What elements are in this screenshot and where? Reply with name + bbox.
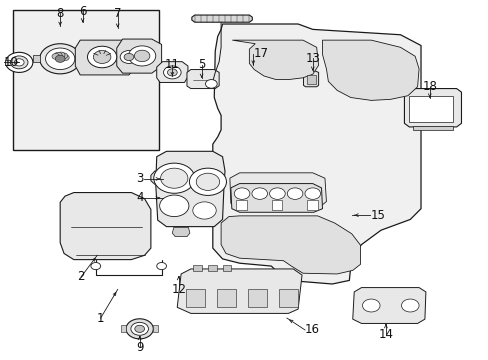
Circle shape — [160, 168, 187, 188]
Text: 10: 10 — [3, 56, 19, 69]
Circle shape — [10, 56, 28, 69]
Circle shape — [192, 202, 216, 219]
Polygon shape — [81, 55, 87, 62]
Polygon shape — [177, 269, 302, 314]
Circle shape — [52, 54, 60, 59]
Circle shape — [131, 322, 148, 335]
Polygon shape — [352, 288, 425, 323]
Circle shape — [205, 80, 217, 88]
FancyBboxPatch shape — [236, 200, 246, 211]
Polygon shape — [151, 171, 179, 184]
Polygon shape — [157, 62, 187, 82]
Circle shape — [401, 299, 418, 312]
Polygon shape — [117, 39, 161, 73]
Circle shape — [251, 188, 267, 199]
Text: 18: 18 — [422, 80, 436, 93]
Circle shape — [55, 55, 65, 62]
Polygon shape — [229, 173, 326, 209]
Polygon shape — [212, 24, 420, 284]
Circle shape — [45, 48, 75, 69]
Circle shape — [134, 50, 150, 62]
FancyBboxPatch shape — [306, 75, 315, 84]
Circle shape — [126, 319, 153, 339]
Text: 8: 8 — [57, 7, 64, 20]
Polygon shape — [412, 126, 452, 130]
Circle shape — [196, 173, 219, 190]
Polygon shape — [161, 191, 182, 202]
Circle shape — [40, 44, 81, 74]
Text: 15: 15 — [369, 209, 385, 222]
Circle shape — [189, 168, 226, 195]
Polygon shape — [153, 325, 158, 332]
Circle shape — [162, 175, 168, 180]
Circle shape — [93, 50, 111, 63]
Text: 17: 17 — [253, 47, 268, 60]
Circle shape — [305, 188, 320, 199]
FancyBboxPatch shape — [222, 265, 231, 271]
FancyBboxPatch shape — [193, 265, 202, 271]
FancyBboxPatch shape — [247, 289, 267, 307]
Polygon shape — [221, 216, 360, 274]
Circle shape — [287, 188, 302, 199]
Circle shape — [154, 163, 194, 193]
Polygon shape — [404, 89, 461, 127]
Circle shape — [60, 53, 67, 59]
Polygon shape — [75, 40, 136, 75]
Polygon shape — [60, 193, 151, 260]
Polygon shape — [191, 15, 252, 22]
Circle shape — [135, 325, 144, 332]
Circle shape — [128, 46, 156, 66]
Circle shape — [362, 299, 379, 312]
Circle shape — [124, 53, 134, 60]
Polygon shape — [121, 325, 126, 332]
Polygon shape — [232, 40, 318, 80]
Polygon shape — [322, 40, 418, 100]
Text: 12: 12 — [171, 283, 186, 296]
Circle shape — [61, 55, 69, 60]
FancyBboxPatch shape — [207, 265, 216, 271]
FancyBboxPatch shape — [216, 289, 236, 307]
Circle shape — [120, 50, 138, 63]
Polygon shape — [156, 151, 224, 226]
Text: 4: 4 — [136, 192, 143, 204]
Circle shape — [234, 188, 249, 199]
Polygon shape — [33, 55, 40, 62]
Text: 13: 13 — [305, 51, 320, 64]
FancyBboxPatch shape — [185, 289, 205, 307]
Circle shape — [159, 195, 188, 217]
Polygon shape — [230, 184, 322, 212]
Polygon shape — [186, 69, 219, 89]
Circle shape — [54, 52, 62, 58]
Circle shape — [14, 59, 24, 66]
Text: 3: 3 — [136, 172, 143, 185]
Circle shape — [269, 188, 285, 199]
FancyBboxPatch shape — [278, 289, 298, 307]
Text: 11: 11 — [164, 58, 180, 71]
FancyBboxPatch shape — [306, 200, 317, 211]
Text: 6: 6 — [79, 5, 86, 18]
Circle shape — [167, 69, 177, 76]
Text: 1: 1 — [97, 311, 104, 325]
Polygon shape — [172, 227, 189, 237]
Circle shape — [159, 173, 171, 182]
Circle shape — [5, 52, 33, 72]
Text: 5: 5 — [198, 58, 205, 71]
Polygon shape — [303, 69, 318, 87]
Text: 7: 7 — [114, 7, 121, 20]
Text: 9: 9 — [136, 341, 143, 354]
Polygon shape — [4, 59, 14, 65]
FancyBboxPatch shape — [408, 96, 452, 122]
FancyBboxPatch shape — [271, 200, 282, 211]
Circle shape — [163, 66, 181, 79]
Circle shape — [57, 52, 65, 58]
Text: 2: 2 — [77, 270, 85, 283]
Text: 16: 16 — [305, 323, 319, 336]
Circle shape — [91, 262, 101, 270]
Circle shape — [87, 46, 117, 68]
FancyBboxPatch shape — [13, 10, 159, 149]
Circle shape — [157, 262, 166, 270]
Text: 14: 14 — [378, 328, 393, 341]
